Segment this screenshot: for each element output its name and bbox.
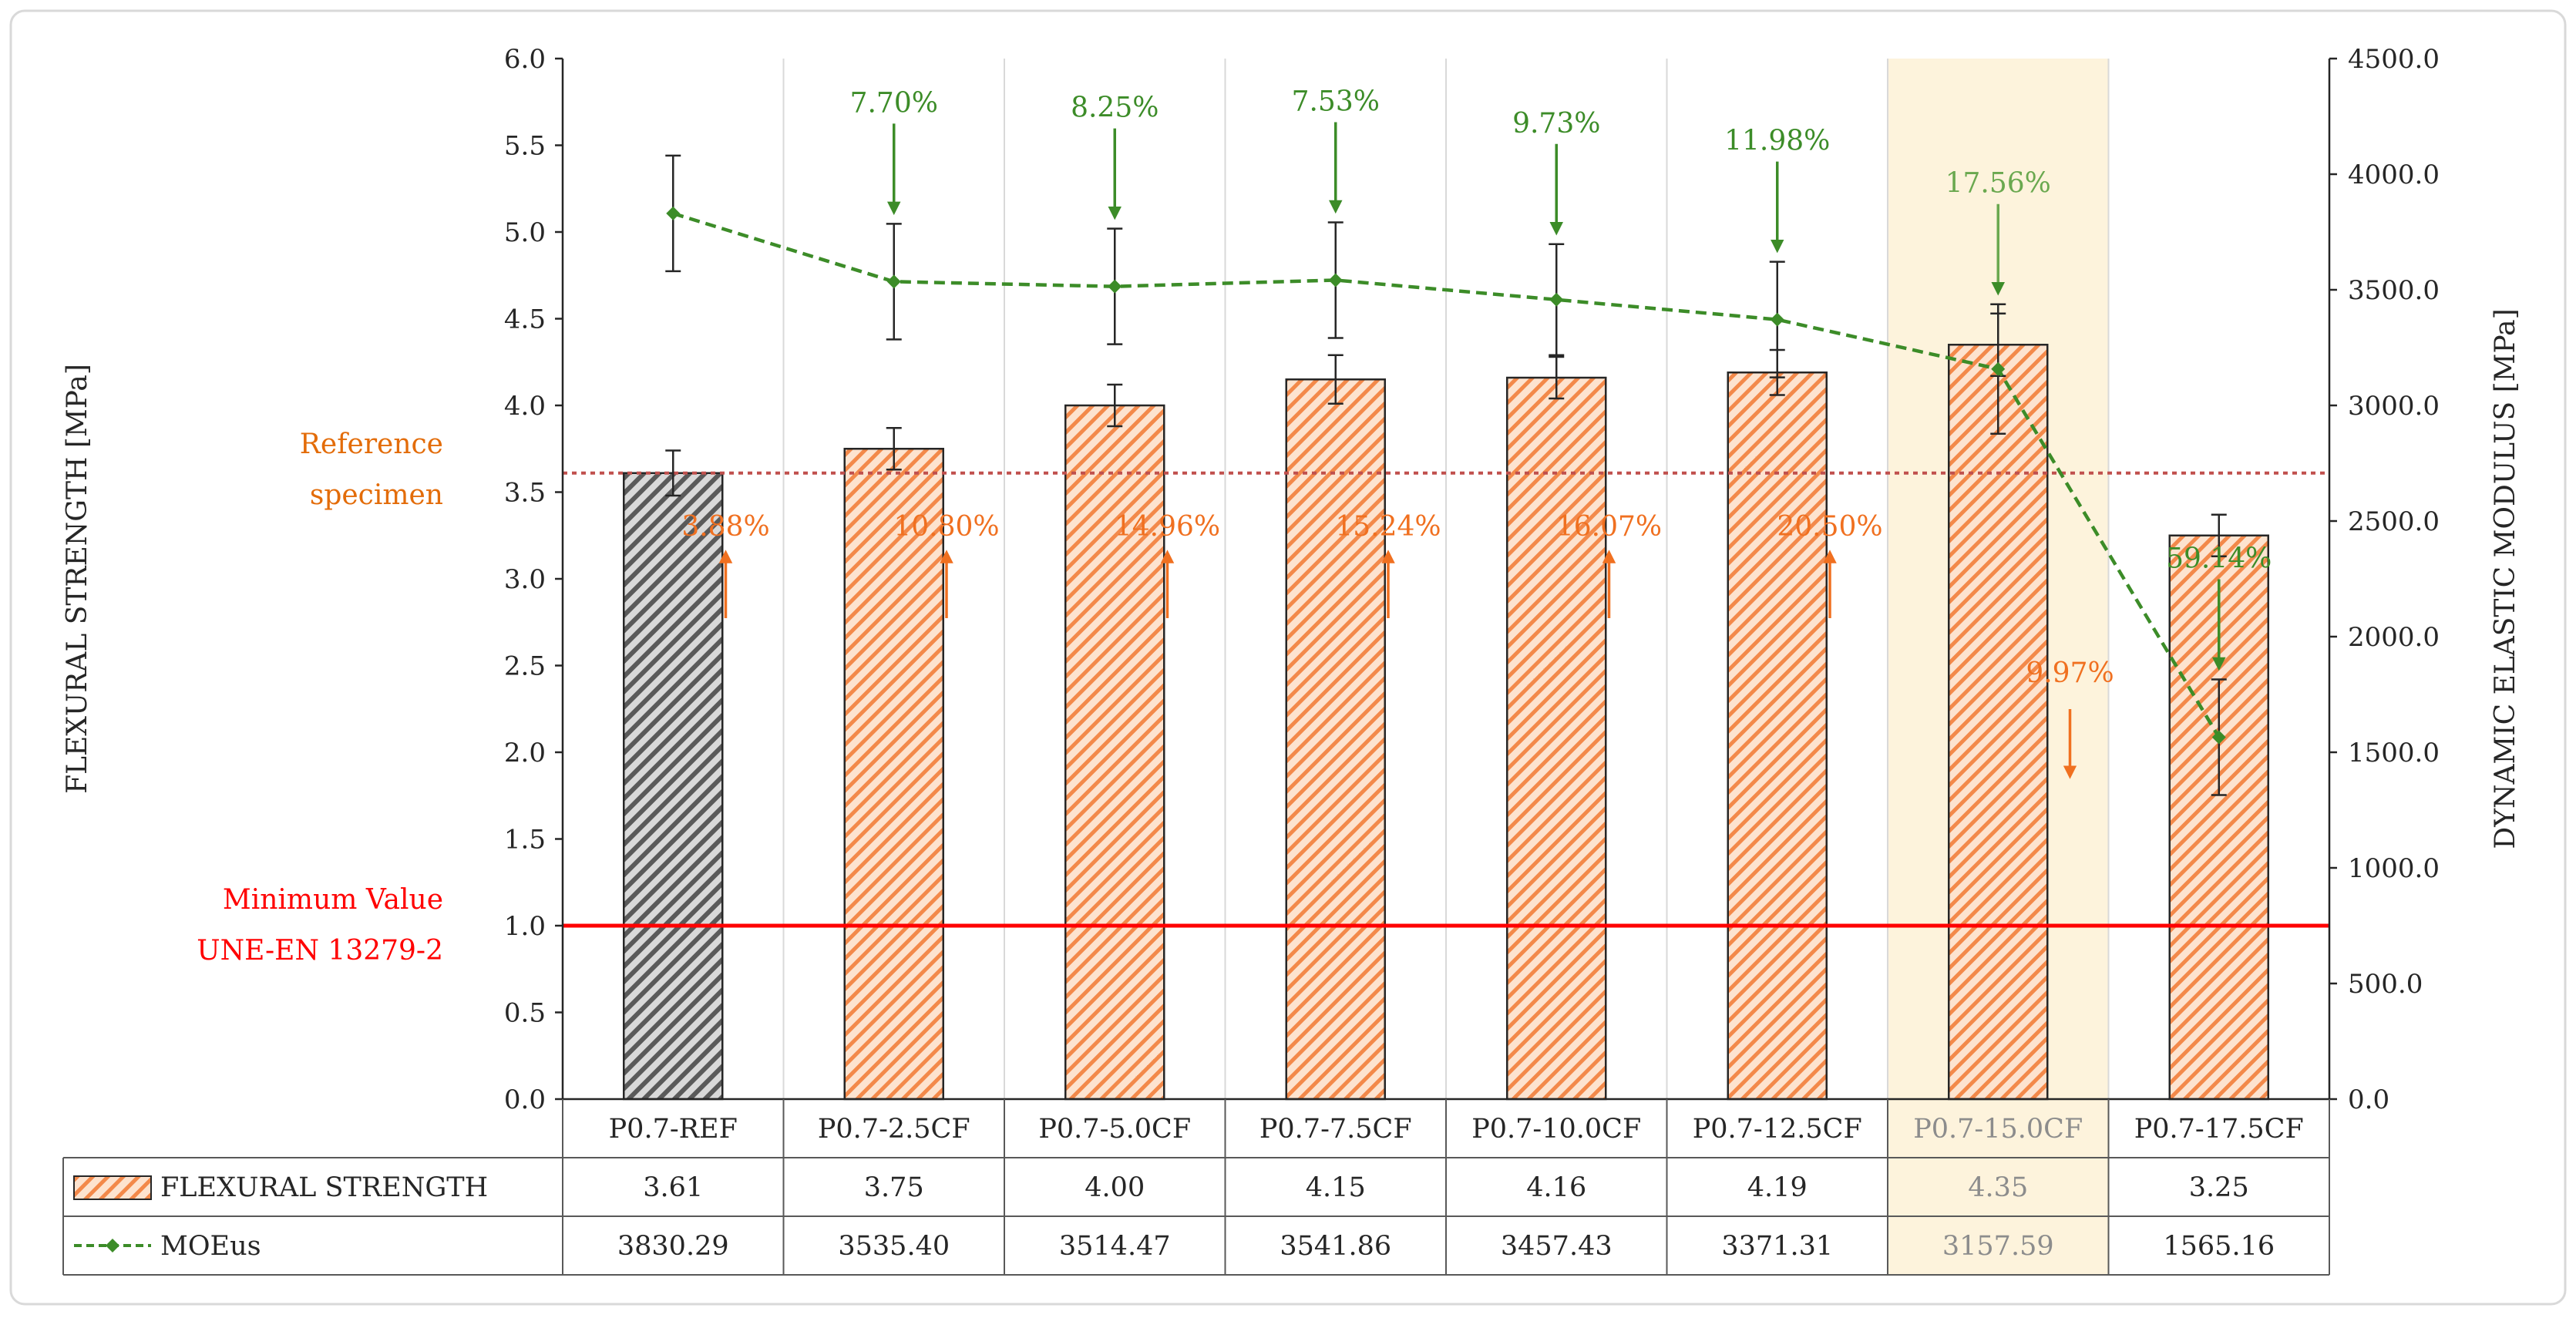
right-tick-label: 3500.0 xyxy=(2348,275,2440,306)
left-tick-label: 5.0 xyxy=(504,217,546,248)
strength-change-label: 15.24% xyxy=(1335,511,1441,543)
left-tick-label: 3.5 xyxy=(504,478,546,509)
minimum-label-line2: UNE-EN 13279-2 xyxy=(197,935,443,967)
moe-value-label: 3157.59 xyxy=(1942,1231,2054,1262)
reference-label-line1: Reference xyxy=(300,429,443,460)
right-tick-label: 1500.0 xyxy=(2348,738,2440,768)
strength-change-label: 9.97% xyxy=(2026,657,2114,689)
left-tick-label: 0.5 xyxy=(504,998,546,1029)
category-label: P0.7-REF xyxy=(609,1114,738,1145)
strength-change-label: 16.07% xyxy=(1556,511,1662,543)
moe-change-label: 11.98% xyxy=(1724,126,1830,157)
moe-point xyxy=(1328,273,1343,287)
category-label: P0.7-5.0CF xyxy=(1038,1114,1191,1145)
strength-value-label: 4.19 xyxy=(1747,1172,1808,1203)
left-tick-label: 5.5 xyxy=(504,131,546,162)
strength-change-label: 3.88% xyxy=(681,511,769,543)
bar-flexural-strength xyxy=(1285,378,1386,1101)
moe-point xyxy=(886,274,901,289)
strength-value-label: 4.00 xyxy=(1085,1172,1145,1203)
bar-flexural-strength xyxy=(1948,344,2049,1101)
moe-point xyxy=(1770,312,1784,327)
bar-flexural-strength xyxy=(1064,404,1165,1101)
strength-change-label: 14.96% xyxy=(1115,511,1220,543)
legend-marker-moe xyxy=(106,1239,119,1252)
category-label: P0.7-10.0CF xyxy=(1471,1114,1641,1145)
left-tick-label: 6.0 xyxy=(504,44,546,75)
right-tick-label: 3000.0 xyxy=(2348,391,2440,422)
right-tick-label: 4500.0 xyxy=(2348,44,2440,75)
moe-point xyxy=(1108,279,1122,294)
minimum-label-line1: Minimum Value xyxy=(223,884,443,916)
category-label: P0.7-7.5CF xyxy=(1259,1114,1412,1145)
moe-change-label: 59.14% xyxy=(2166,543,2272,574)
moe-change-label: 17.56% xyxy=(1945,168,2051,200)
left-tick-label: 4.0 xyxy=(504,391,546,422)
right-axis-title: DYNAMIC ELASTIC MODULUS [MPa] xyxy=(2490,308,2521,849)
right-tick-label: 1000.0 xyxy=(2348,853,2440,884)
right-tick-label: 0.0 xyxy=(2348,1084,2389,1115)
left-tick-label: 1.5 xyxy=(504,825,546,856)
moe-series-line xyxy=(672,211,2221,738)
category-label: P0.7-2.5CF xyxy=(818,1114,970,1145)
bar-flexural-strength xyxy=(623,472,724,1101)
moe-change-label: 8.25% xyxy=(1071,92,1159,124)
left-tick-label: 0.0 xyxy=(504,1084,546,1115)
legend-label-strength: FLEXURAL STRENGTH xyxy=(160,1172,488,1203)
left-tick-label: 2.5 xyxy=(504,651,546,682)
bar-flexural-strength xyxy=(843,448,944,1101)
left-tick-label: 2.0 xyxy=(504,738,546,768)
bar-flexural-strength xyxy=(1506,376,1607,1101)
moe-point xyxy=(1549,292,1564,307)
moe-value-label: 3535.40 xyxy=(838,1231,950,1262)
strength-value-label: 4.15 xyxy=(1306,1172,1366,1203)
legend-label-moe: MOEus xyxy=(160,1231,261,1262)
strength-value-label: 4.35 xyxy=(1968,1172,2028,1203)
legend-key-strength xyxy=(73,1175,152,1200)
left-axis-title: FLEXURAL STRENGTH [MPa] xyxy=(62,364,93,794)
moe-value-label: 3541.86 xyxy=(1280,1231,1391,1262)
left-tick-label: 3.0 xyxy=(504,564,546,595)
moe-change-label: 7.70% xyxy=(850,87,938,119)
right-tick-label: 2500.0 xyxy=(2348,506,2440,537)
moe-change-label: 9.73% xyxy=(1512,108,1600,140)
right-tick-label: 500.0 xyxy=(2348,969,2423,1000)
strength-value-label: 3.25 xyxy=(2189,1172,2249,1203)
strength-value-label: 3.61 xyxy=(643,1172,703,1203)
strength-change-label: 10.80% xyxy=(893,511,999,543)
moe-value-label: 3371.31 xyxy=(1721,1231,1833,1262)
right-tick-label: 4000.0 xyxy=(2348,160,2440,190)
moe-change-label: 7.53% xyxy=(1292,86,1380,117)
moe-point xyxy=(2211,730,2226,745)
left-tick-label: 1.0 xyxy=(504,911,546,942)
moe-value-label: 3457.43 xyxy=(1501,1231,1613,1262)
strength-change-label: 20.50% xyxy=(1777,511,1882,543)
strength-value-label: 4.16 xyxy=(1526,1172,1586,1203)
strength-value-label: 3.75 xyxy=(864,1172,924,1203)
bar-flexural-strength xyxy=(1727,372,1828,1101)
reference-label-line2: specimen xyxy=(310,479,443,511)
moe-value-label: 1565.16 xyxy=(2163,1231,2275,1262)
left-tick-label: 4.5 xyxy=(504,304,546,335)
moe-point xyxy=(1991,361,2006,376)
category-label: P0.7-12.5CF xyxy=(1693,1114,1862,1145)
category-label: P0.7-17.5CF xyxy=(2134,1114,2304,1145)
moe-value-label: 3830.29 xyxy=(617,1231,729,1262)
category-label: P0.7-15.0CF xyxy=(1913,1114,2083,1145)
moe-value-label: 3514.47 xyxy=(1059,1231,1171,1262)
moe-point xyxy=(666,206,681,220)
right-tick-label: 2000.0 xyxy=(2348,622,2440,653)
